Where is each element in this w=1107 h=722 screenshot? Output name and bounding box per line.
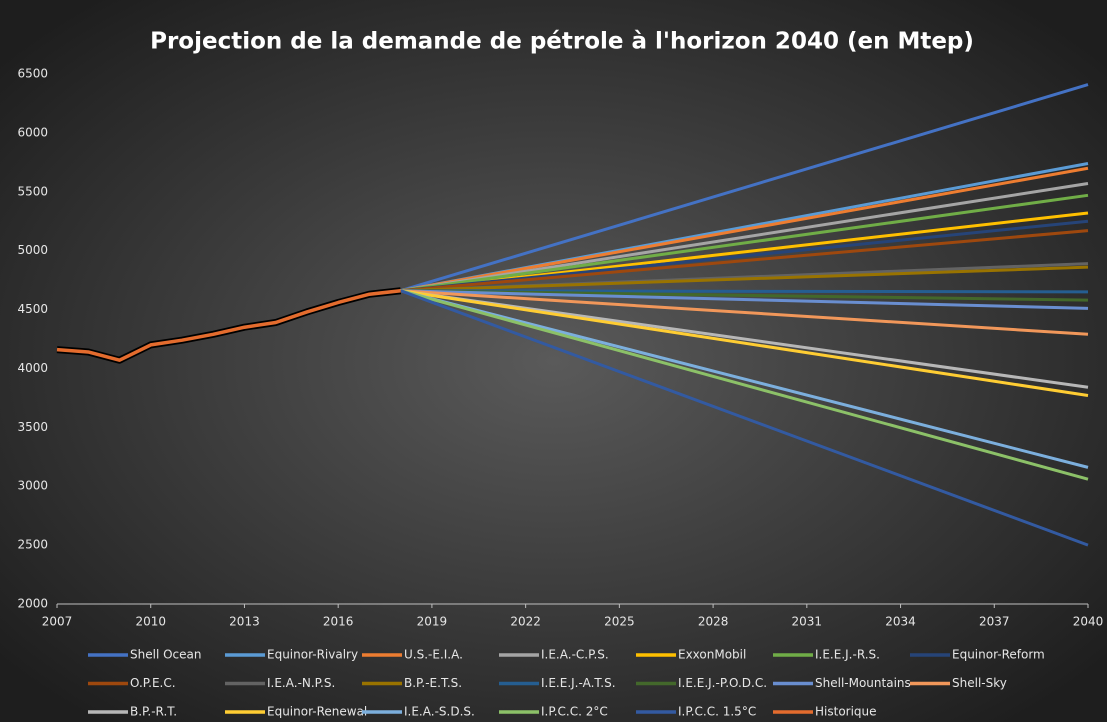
y-tick-label: 4500 <box>17 302 48 316</box>
x-tick-label: 2010 <box>135 615 166 629</box>
series-line <box>400 166 1089 293</box>
legend-label: Historique <box>815 705 877 719</box>
series-line <box>400 289 1089 398</box>
y-tick-label: 3000 <box>17 479 48 493</box>
series-line <box>400 289 1089 481</box>
y-tick-label: 2000 <box>17 597 48 611</box>
series-line <box>400 182 1089 293</box>
series-line <box>400 219 1089 293</box>
series-line <box>400 229 1089 293</box>
legend-label: I.E.E.J.-R.S. <box>815 648 880 662</box>
series-line <box>400 83 1089 293</box>
series-line <box>400 289 1089 336</box>
legend-label: O.P.E.C. <box>130 676 176 690</box>
legend-label: Equinor-Renewal <box>267 705 367 719</box>
legend-label: I.E.A.-S.D.S. <box>404 705 475 719</box>
legend-label: Shell-Mountains <box>815 676 911 690</box>
x-tick-label: 2007 <box>42 615 73 629</box>
series-line <box>400 289 1089 469</box>
legend-label: I.P.C.C. 1.5°C <box>678 705 756 719</box>
y-tick-label: 6500 <box>17 67 48 81</box>
y-tick-label: 6000 <box>17 125 48 139</box>
legend-label: U.S.-E.I.A. <box>404 648 463 662</box>
legend-label: Shell Ocean <box>130 648 201 662</box>
series-line <box>400 265 1089 293</box>
y-tick-label: 5500 <box>17 184 48 198</box>
x-tick-label: 2013 <box>229 615 260 629</box>
y-tick-label: 2500 <box>17 538 48 552</box>
x-tick-label: 2016 <box>323 615 354 629</box>
legend-label: Shell-Sky <box>952 676 1007 690</box>
x-tick-label: 2034 <box>885 615 916 629</box>
x-tick-label: 2037 <box>979 615 1010 629</box>
series-line <box>56 288 401 362</box>
legend-label: I.E.E.J.-A.T.S. <box>541 676 616 690</box>
legend-label: Equinor-Rivalry <box>267 648 358 662</box>
x-tick-label: 2022 <box>510 615 541 629</box>
legend-label: I.E.A.-N.P.S. <box>267 676 335 690</box>
legend-label: I.E.E.J.-P.O.D.C. <box>678 676 767 690</box>
series-line <box>400 289 1089 310</box>
y-tick-label: 4000 <box>17 361 48 375</box>
x-tick-label: 2028 <box>698 615 729 629</box>
legend-label: B.P.-E.T.S. <box>404 676 462 690</box>
x-tick-label: 2040 <box>1073 615 1104 629</box>
series-line <box>400 193 1089 293</box>
legend-label: I.P.C.C. 2°C <box>541 705 608 719</box>
y-tick-label: 5000 <box>17 243 48 257</box>
x-tick-label: 2031 <box>792 615 823 629</box>
x-tick-label: 2025 <box>604 615 635 629</box>
legend-label: B.P.-R.T. <box>130 705 177 719</box>
chart-title: Projection de la demande de pétrole à l'… <box>150 29 974 55</box>
legend-label: I.E.A.-C.P.S. <box>541 648 609 662</box>
x-tick-label: 2019 <box>417 615 448 629</box>
legend-label: ExxonMobil <box>678 648 746 662</box>
series-line <box>400 289 1089 547</box>
y-tick-label: 3500 <box>17 420 48 434</box>
legend-label: Equinor-Reform <box>952 648 1045 662</box>
